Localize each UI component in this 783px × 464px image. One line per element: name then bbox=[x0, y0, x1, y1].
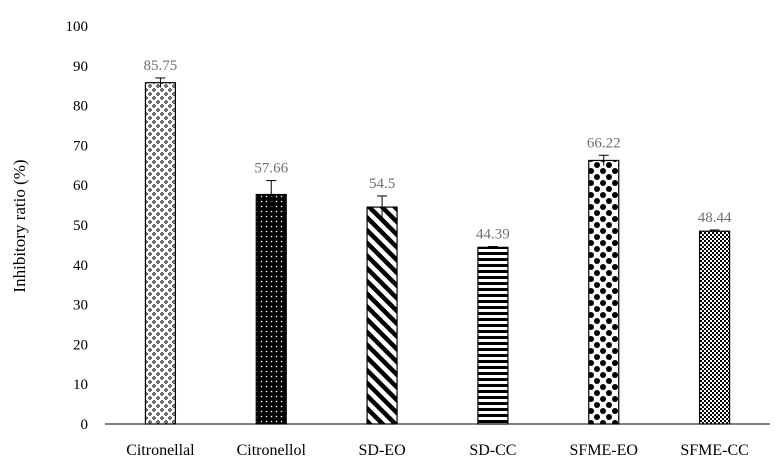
y-tick-label: 90 bbox=[73, 59, 88, 75]
y-tick-label: 80 bbox=[73, 99, 88, 115]
y-axis-title: Inhibitory ratio (%) bbox=[10, 159, 29, 292]
x-tick-label: Citronellol bbox=[237, 442, 307, 459]
data-label: 54.5 bbox=[369, 176, 395, 192]
data-label: 48.44 bbox=[698, 210, 732, 226]
y-tick-label: 100 bbox=[66, 19, 89, 35]
data-label: 66.22 bbox=[587, 135, 621, 151]
y-tick-label: 50 bbox=[73, 218, 88, 234]
bar-sfme-eo bbox=[588, 159, 620, 425]
data-label: 85.75 bbox=[144, 58, 178, 74]
x-tick-label: SFME-CC bbox=[680, 442, 748, 459]
bars-group: 85.75 Citronellal 57.66 Citronellol 54.5 SD-E… bbox=[126, 58, 749, 459]
y-tick-label: 70 bbox=[73, 138, 88, 154]
y-tick-label: 20 bbox=[73, 337, 88, 353]
y-tick-label: 10 bbox=[73, 377, 88, 393]
y-tick-label: 40 bbox=[73, 258, 88, 274]
y-tick-label: 30 bbox=[73, 298, 88, 314]
bar-citronellol bbox=[255, 193, 287, 425]
y-axis-ticks: 0 10 20 30 40 50 60 70 80 90 100 bbox=[66, 19, 89, 433]
x-tick-label: Citronellal bbox=[126, 442, 195, 459]
y-tick-label: 60 bbox=[73, 178, 88, 194]
x-tick-label: SD-EO bbox=[359, 442, 406, 459]
bar-sd-cc bbox=[477, 246, 509, 425]
data-label: 44.39 bbox=[476, 227, 510, 243]
data-label: 57.66 bbox=[254, 161, 288, 177]
bar-sfme-cc bbox=[698, 230, 731, 425]
y-tick-label: 0 bbox=[81, 417, 89, 433]
bar-citronellal bbox=[144, 82, 177, 425]
x-tick-label: SFME-EO bbox=[570, 442, 638, 459]
bar-sd-eo bbox=[366, 206, 398, 425]
x-tick-label: SD-CC bbox=[469, 442, 516, 459]
